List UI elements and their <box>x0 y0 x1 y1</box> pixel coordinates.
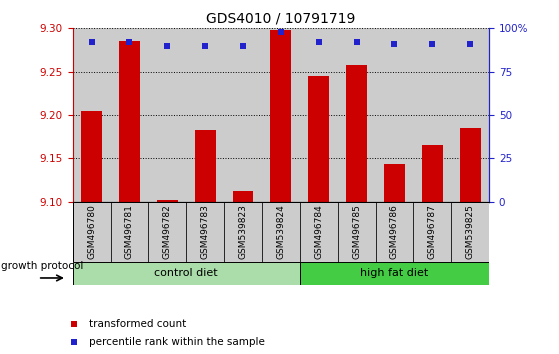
Point <box>70 321 79 327</box>
Bar <box>148 202 186 262</box>
Bar <box>460 128 481 202</box>
Bar <box>224 202 262 262</box>
Bar <box>262 202 300 262</box>
Point <box>163 43 172 48</box>
Text: percentile rank within the sample: percentile rank within the sample <box>89 337 265 347</box>
Point <box>466 41 475 47</box>
Bar <box>73 262 300 285</box>
Text: GSM496780: GSM496780 <box>87 204 96 259</box>
Point <box>87 39 96 45</box>
Text: GSM496785: GSM496785 <box>352 204 361 259</box>
Point <box>277 29 286 35</box>
Text: GSM496784: GSM496784 <box>314 205 323 259</box>
Point <box>201 43 210 48</box>
Bar <box>73 202 111 262</box>
Bar <box>271 30 291 202</box>
Bar <box>73 28 111 202</box>
Text: control diet: control diet <box>154 268 218 279</box>
Text: GSM539825: GSM539825 <box>466 204 475 259</box>
Bar <box>376 202 414 262</box>
Text: growth protocol: growth protocol <box>2 261 84 271</box>
Text: GSM539823: GSM539823 <box>239 204 248 259</box>
Point <box>390 41 399 47</box>
Point <box>239 43 248 48</box>
Point <box>428 41 437 47</box>
Text: GSM496783: GSM496783 <box>201 204 210 259</box>
Bar <box>346 65 367 202</box>
Bar <box>300 28 338 202</box>
Point <box>125 39 134 45</box>
Bar <box>119 41 140 202</box>
Bar <box>451 202 489 262</box>
Bar <box>186 202 224 262</box>
Bar <box>451 28 489 202</box>
Bar <box>233 190 253 202</box>
Bar <box>262 28 300 202</box>
Bar <box>338 202 376 262</box>
Bar <box>309 76 329 202</box>
Text: high fat diet: high fat diet <box>361 268 429 279</box>
Bar <box>422 145 443 202</box>
Bar <box>148 28 186 202</box>
Bar <box>338 28 376 202</box>
Bar <box>81 111 102 202</box>
Bar <box>376 28 414 202</box>
Text: transformed count: transformed count <box>89 319 187 329</box>
Title: GDS4010 / 10791719: GDS4010 / 10791719 <box>206 12 356 26</box>
Bar <box>111 202 148 262</box>
Bar <box>157 200 178 202</box>
Text: GSM496786: GSM496786 <box>390 204 399 259</box>
Text: GSM539824: GSM539824 <box>276 205 286 259</box>
Text: GSM496781: GSM496781 <box>125 204 134 259</box>
Point <box>314 39 323 45</box>
Text: GSM496787: GSM496787 <box>428 204 437 259</box>
Bar <box>414 202 451 262</box>
Point <box>70 339 79 344</box>
Bar <box>111 28 148 202</box>
Bar <box>195 130 216 202</box>
Bar <box>186 28 224 202</box>
Bar <box>224 28 262 202</box>
Bar <box>300 202 338 262</box>
Bar <box>300 262 489 285</box>
Text: GSM496782: GSM496782 <box>163 205 172 259</box>
Point <box>352 39 361 45</box>
Bar <box>384 165 405 202</box>
Bar <box>414 28 451 202</box>
